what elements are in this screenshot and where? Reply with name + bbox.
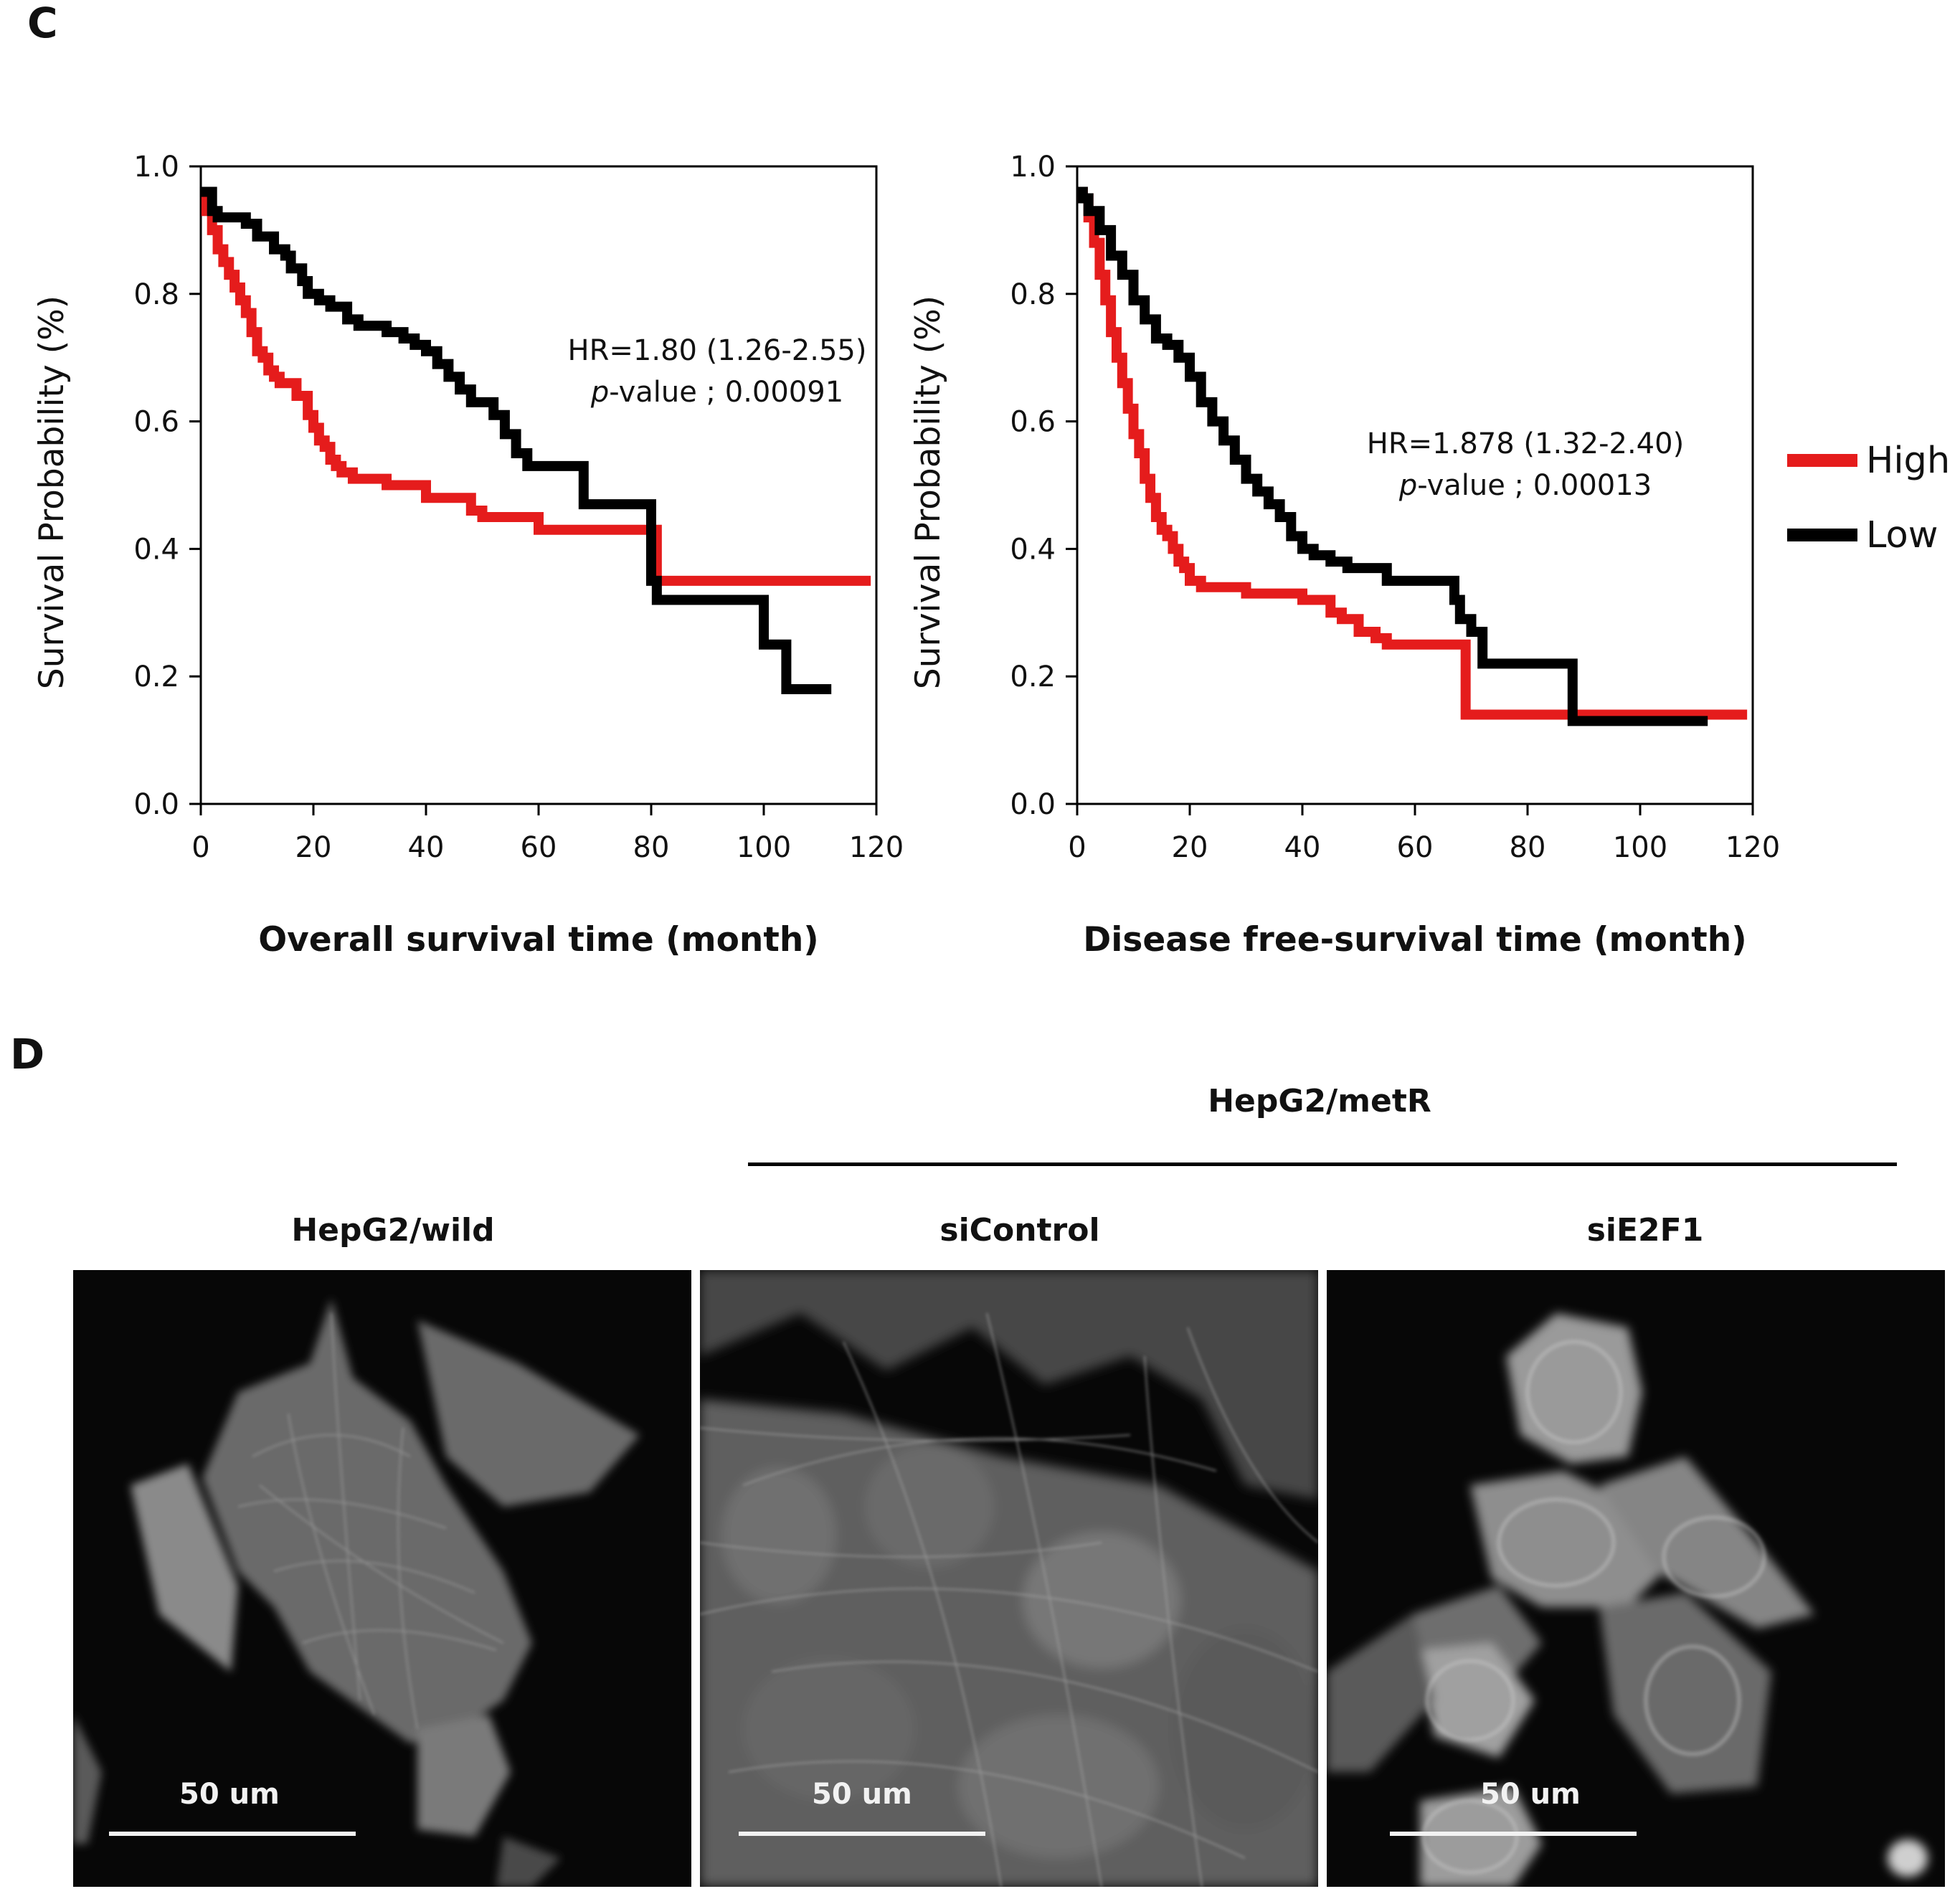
legend-entry-high: High [1787,423,1959,498]
x-tick-label-os: 120 [849,831,904,864]
y-axis-label-dfs: Survival Probability (%) [909,295,948,689]
x-tick-label-dfs: 20 [1172,831,1208,864]
y-tick-label-dfs: 0.4 [1010,533,1056,566]
y-tick-label-os: 0.6 [133,406,179,439]
y-tick-label-os: 0.4 [133,533,179,566]
x-tick-label-os: 100 [737,831,791,864]
plot-frame-os [199,165,878,805]
legend-swatch-high [1787,454,1857,467]
group-header: HepG2/metR [1208,1083,1431,1119]
x-axis-label-os: Overall survival time (month) [258,920,819,960]
x-tick-label-dfs: 60 [1397,831,1434,864]
image-title-sicontrol: siControl [939,1212,1100,1249]
legend-label-low: Low [1866,513,1938,557]
micrograph-sicontrol: 50 um [700,1270,1318,1887]
cells-wild [73,1299,640,1887]
y-tick-label-dfs: 0.8 [1010,278,1056,311]
legend-entry-low: Low [1787,498,1959,572]
y-tick-label-os: 0.2 [133,660,179,693]
y-tick-label-os: 0.0 [133,788,179,821]
micrograph-wild: 50 um [73,1270,691,1887]
y-tick-label-dfs: 0.6 [1010,406,1056,439]
y-tick-label-os: 1.0 [133,151,179,184]
cells-sicontrol [700,1270,1318,1887]
hr-annotation-os: HR=1.80 (1.26-2.55) [568,334,867,367]
group-bracket-line [748,1162,1897,1166]
y-tick-label-dfs: 0.2 [1010,660,1056,693]
legend-swatch-low [1787,529,1857,541]
series-low-os [201,186,832,694]
x-tick-label-dfs: 40 [1284,831,1321,864]
x-tick-label-dfs: 120 [1725,831,1780,864]
p-value-annotation-os: p-value ; 0.00091 [590,376,843,409]
panel-letter-d: D [10,1030,45,1079]
x-tick-label-dfs: 0 [1068,831,1086,864]
scale-label-wild: 50 um [179,1778,280,1811]
y-tick-label-os: 0.8 [133,278,179,311]
scale-bar-wild [109,1832,356,1836]
x-tick-label-os: 80 [633,831,670,864]
scale-label-sie2f1: 50 um [1480,1778,1581,1811]
x-tick-label-os: 20 [295,831,332,864]
legend-label-high: High [1866,439,1951,482]
x-tick-label-dfs: 100 [1613,831,1667,864]
series-high-dfs [1077,186,1748,720]
series-low-dfs [1077,186,1708,726]
x-tick-label-os: 60 [521,831,557,864]
series-high-os [201,186,871,586]
scale-bar-sicontrol [739,1832,985,1836]
image-title-wild: HepG2/wild [291,1212,495,1249]
x-tick-label-os: 0 [191,831,209,864]
survival-charts: 0 20 40 60 80 100 120 0.0 0.2 0.4 0.6 0.8 1.0 Overall… [32,151,1780,960]
micrograph-sie2f1: 50 um [1327,1270,1945,1887]
image-title-sie2f1: siE2F1 [1586,1212,1704,1249]
cells-sie2f1 [1327,1313,1928,1887]
hr-annotation-dfs: HR=1.878 (1.32-2.40) [1367,427,1684,460]
y-axis-label-os: Survival Probability (%) [32,295,72,689]
scale-bar-sie2f1 [1390,1832,1637,1836]
x-tick-label-os: 40 [408,831,445,864]
legend: High Low [1787,423,1959,572]
x-tick-label-dfs: 80 [1510,831,1546,864]
y-tick-label-dfs: 1.0 [1010,151,1056,184]
x-axis-label-dfs: Disease free-survival time (month) [1083,920,1746,960]
p-value-annotation-dfs: p-value ; 0.00013 [1398,469,1652,502]
y-tick-label-dfs: 0.0 [1010,788,1056,821]
panel-letter-c: C [27,0,58,47]
scale-label-sicontrol: 50 um [812,1778,912,1811]
